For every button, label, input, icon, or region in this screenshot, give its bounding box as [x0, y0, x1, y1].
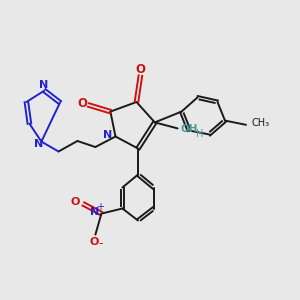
- Text: N: N: [39, 80, 48, 90]
- Text: O: O: [135, 63, 146, 76]
- Text: N: N: [90, 207, 99, 218]
- Text: CH₃: CH₃: [251, 118, 269, 128]
- Text: OH: OH: [181, 124, 198, 134]
- Text: O: O: [77, 97, 87, 110]
- Text: N: N: [34, 139, 43, 149]
- Text: -: -: [99, 237, 103, 250]
- Text: +: +: [97, 202, 104, 212]
- Text: O: O: [70, 196, 80, 207]
- Text: H: H: [196, 129, 203, 139]
- Text: O: O: [89, 237, 99, 247]
- Text: N: N: [103, 130, 112, 140]
